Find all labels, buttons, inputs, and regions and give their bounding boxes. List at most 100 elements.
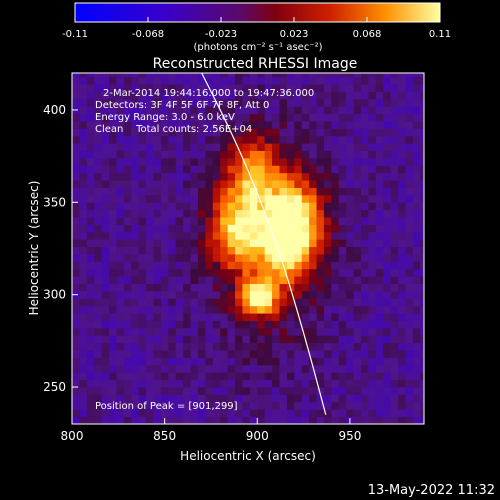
- heatmap-cell: [361, 76, 369, 85]
- heatmap-cell: [294, 283, 303, 292]
- heatmap-cell: [109, 180, 117, 188]
- heatmap-cell: [361, 276, 369, 284]
- heatmap-cell: [412, 209, 421, 218]
- heatmap-cell: [272, 335, 280, 344]
- heatmap-cell: [286, 209, 295, 218]
- heatmap-cell: [249, 327, 258, 336]
- heatmap-cell: [101, 194, 110, 203]
- heatmap-cell: [235, 231, 243, 240]
- heatmap-cell: [338, 283, 347, 292]
- heatmap-cell: [383, 202, 392, 211]
- heatmap-cell: [175, 290, 184, 299]
- heatmap-cell: [220, 187, 229, 196]
- heatmap-cell: [220, 409, 229, 418]
- heatmap-cell: [168, 254, 177, 262]
- heatmap-cell: [316, 98, 325, 107]
- heatmap-cell: [257, 113, 266, 122]
- heatmap-cell: [316, 165, 325, 174]
- heatmap-cell: [101, 76, 110, 85]
- x-tick-label: 950: [338, 429, 361, 443]
- heatmap-cell: [146, 150, 154, 159]
- heatmap-cell: [175, 409, 184, 418]
- heatmap-cell: [420, 387, 424, 395]
- heatmap-cell: [153, 157, 162, 166]
- heatmap-cell: [197, 298, 206, 307]
- heatmap-cell: [86, 106, 95, 115]
- heatmap-cell: [94, 187, 103, 196]
- heatmap-cell: [286, 98, 295, 107]
- heatmap-cell: [316, 113, 325, 122]
- heatmap-cell: [116, 150, 125, 159]
- heatmap-cell: [249, 283, 258, 292]
- heatmap-cell: [361, 113, 369, 122]
- heatmap-cell: [383, 135, 392, 144]
- heatmap-cell: [264, 157, 273, 166]
- heatmap-cell: [72, 387, 80, 395]
- heatmap-cell: [257, 239, 266, 248]
- heatmap-cell: [309, 172, 317, 181]
- heatmap-cell: [235, 157, 243, 166]
- heatmap-cell: [168, 401, 177, 410]
- heatmap-cell: [175, 261, 184, 270]
- heatmap-cell: [109, 394, 117, 403]
- heatmap-cell: [257, 187, 266, 196]
- heatmap-cell: [390, 268, 399, 277]
- heatmap-cell: [109, 209, 117, 218]
- heatmap-cell: [79, 283, 88, 292]
- heatmap-cell: [153, 165, 162, 174]
- heatmap-cell: [249, 350, 258, 358]
- heatmap-cell: [131, 73, 140, 78]
- heatmap-cell: [131, 217, 140, 225]
- heatmap-cell: [153, 298, 162, 307]
- heatmap-cell: [205, 364, 214, 373]
- heatmap-cell: [294, 276, 303, 284]
- heatmap-cell: [109, 290, 117, 299]
- heatmap-cell: [220, 194, 229, 203]
- heatmap-cell: [160, 276, 169, 284]
- heatmap-cell: [368, 276, 377, 284]
- heatmap-cell: [205, 76, 214, 85]
- heatmap-cell: [405, 387, 414, 395]
- heatmap-cell: [338, 121, 347, 129]
- heatmap-cell: [279, 350, 288, 358]
- heatmap-cell: [361, 320, 369, 329]
- heatmap-cell: [123, 416, 132, 424]
- heatmap-cell: [286, 335, 295, 344]
- heatmap-cell: [153, 143, 162, 151]
- heatmap-cell: [368, 217, 377, 225]
- heatmap-cell: [353, 327, 362, 336]
- heatmap-cell: [316, 209, 325, 218]
- heatmap-cell: [301, 290, 310, 299]
- heatmap-cell: [235, 387, 243, 395]
- heatmap-cell: [286, 379, 295, 388]
- heatmap-cell: [390, 305, 399, 314]
- heatmap-cell: [168, 172, 177, 181]
- heatmap-cell: [249, 202, 258, 211]
- heatmap-cell: [353, 106, 362, 115]
- heatmap-cell: [116, 217, 125, 225]
- heatmap-cell: [212, 157, 221, 166]
- heatmap-cell: [123, 387, 132, 395]
- heatmap-cell: [197, 387, 206, 395]
- heatmap-cell: [361, 342, 369, 351]
- heatmap-cell: [398, 409, 406, 418]
- heatmap-cell: [346, 91, 354, 100]
- heatmap-cell: [160, 217, 169, 225]
- heatmap-cell: [383, 157, 392, 166]
- heatmap-cell: [286, 327, 295, 336]
- heatmap-cell: [123, 342, 132, 351]
- heatmap-cell: [398, 268, 406, 277]
- heatmap-cell: [212, 357, 221, 366]
- heatmap-cell: [286, 106, 295, 115]
- heatmap-cell: [205, 150, 214, 159]
- heatmap-cell: [353, 165, 362, 174]
- heatmap-cell: [220, 91, 229, 100]
- heatmap-cell: [398, 157, 406, 166]
- heatmap-cell: [249, 187, 258, 196]
- heatmap-cell: [257, 290, 266, 299]
- heatmap-cell: [235, 91, 243, 100]
- heatmap-cell: [383, 290, 392, 299]
- heatmap-cell: [279, 268, 288, 277]
- heatmap-cell: [190, 73, 199, 78]
- heatmap-cell: [168, 128, 177, 137]
